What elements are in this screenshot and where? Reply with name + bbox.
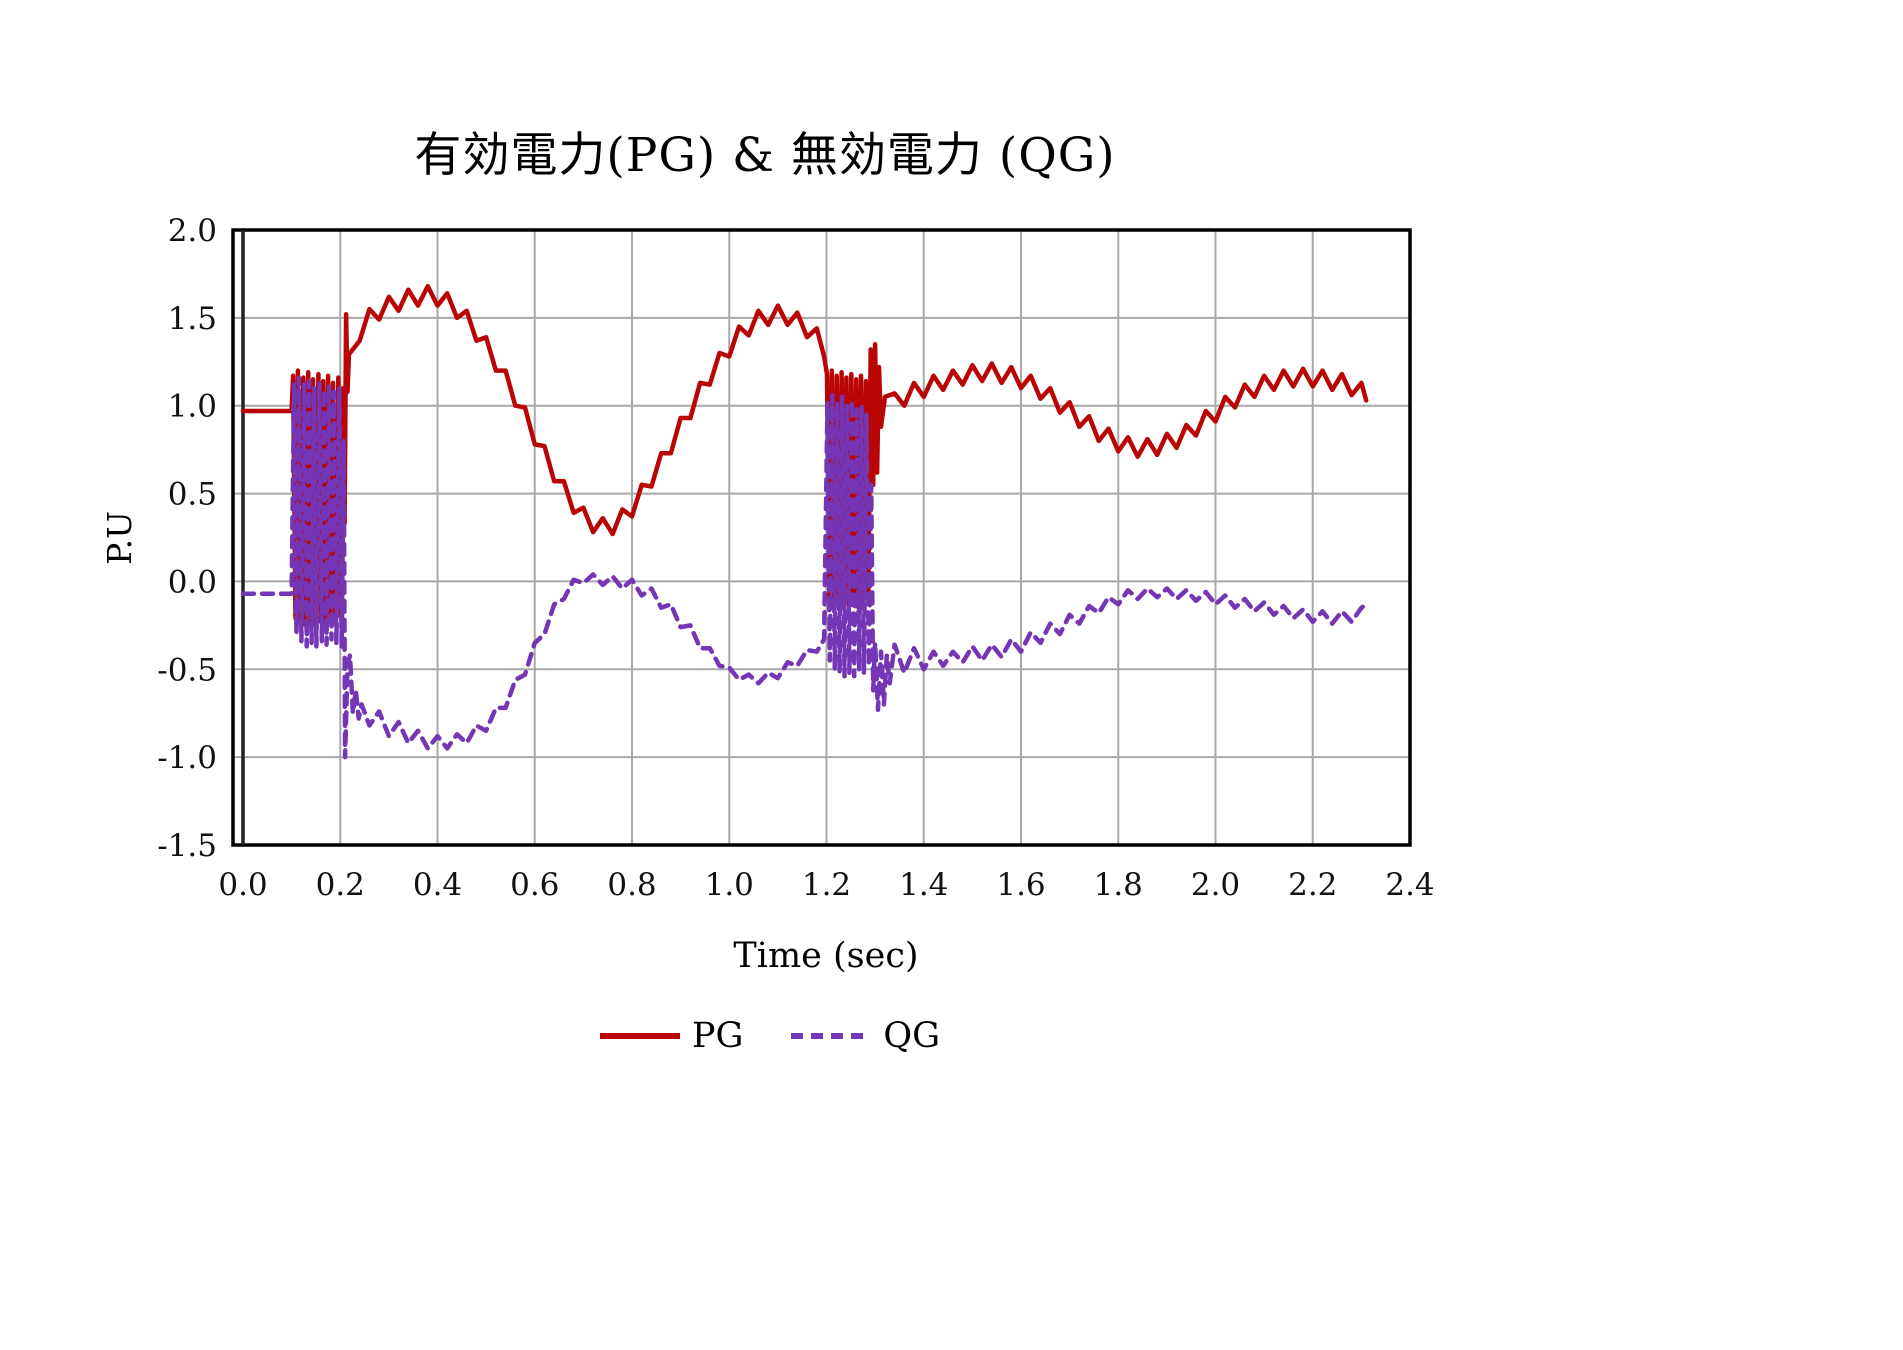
svg-text:2.0: 2.0 (1191, 867, 1240, 903)
y-axis-label: P.U (99, 511, 139, 565)
pg-legend-label: PG (691, 1016, 744, 1056)
plot-border (231, 228, 1412, 847)
svg-text:2.0: 2.0 (168, 213, 217, 249)
svg-text:-1.5: -1.5 (157, 828, 217, 864)
svg-text:-0.5: -0.5 (157, 652, 217, 688)
svg-text:0.6: 0.6 (510, 867, 559, 903)
legend: PG QG (0, 1016, 1540, 1056)
legend-item-pg: PG (599, 1016, 744, 1056)
svg-text:0.0: 0.0 (218, 867, 267, 903)
svg-text:0.0: 0.0 (168, 564, 217, 600)
series-line-qg (240, 375, 1369, 760)
svg-text:0.4: 0.4 (413, 867, 462, 903)
svg-text:1.8: 1.8 (1094, 867, 1143, 903)
svg-text:-1.0: -1.0 (157, 740, 217, 776)
svg-text:0.2: 0.2 (316, 867, 365, 903)
qg-legend-label: QG (883, 1016, 941, 1056)
x-axis-label: Time (sec) (733, 936, 919, 976)
legend-item-qg: QG (791, 1016, 940, 1056)
svg-text:0.8: 0.8 (607, 867, 656, 903)
chart-title: 有効電力(PG) & 無効電力 (QG) (414, 128, 1116, 183)
svg-text:2.2: 2.2 (1288, 867, 1337, 903)
svg-text:1.5: 1.5 (168, 301, 217, 337)
y-tick-labels: 2.0 1.5 1.0 0.5 0.0 -0.5 -1.0 -1.5 (157, 213, 217, 864)
qg-line-swatch (791, 1033, 872, 1039)
svg-text:1.4: 1.4 (899, 867, 948, 903)
gridlines (233, 229, 1411, 846)
series-line-pg (240, 283, 1369, 628)
svg-text:0.5: 0.5 (168, 477, 217, 513)
svg-text:1.2: 1.2 (802, 867, 851, 903)
svg-text:2.4: 2.4 (1385, 867, 1434, 903)
svg-text:1.6: 1.6 (996, 867, 1045, 903)
pg-line-swatch (599, 1033, 680, 1039)
svg-text:1.0: 1.0 (705, 867, 754, 903)
svg-text:1.0: 1.0 (168, 389, 217, 425)
x-tick-labels: 0.0 0.2 0.4 0.6 0.8 1.0 1.2 1.4 1.6 1.8 2.0 2.2 2.4 (218, 867, 1434, 903)
